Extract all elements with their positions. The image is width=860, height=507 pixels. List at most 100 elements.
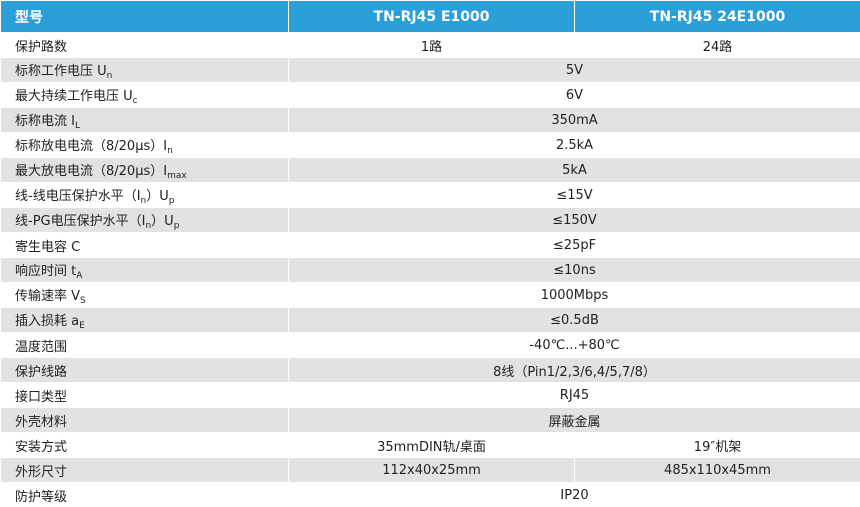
label-text: 响应时间 t [15, 263, 77, 279]
row-label: 线-PG电压保护水平（In）Up [0, 207, 289, 233]
row-label: 最大持续工作电压 Uc [0, 82, 289, 108]
table-row: 防护等级 IP20 [0, 482, 860, 507]
label-text: 安装方式 [15, 439, 68, 455]
label-text: 最大放电电流（8/20μs）I [15, 163, 168, 179]
table-row: 响应时间 tA ≤10ns [0, 257, 860, 283]
value-cell: 350mA [288, 107, 860, 133]
row-label: 安装方式 [0, 432, 289, 458]
table-row: 标称工作电压 Un 5V [0, 57, 860, 83]
row-label: 防护等级 [0, 482, 289, 507]
value-cell: ≤150V [288, 207, 860, 233]
header-cell: 型号 [0, 0, 289, 33]
value-cell: ≤25pF [288, 232, 860, 258]
label-text: 防护等级 [15, 489, 68, 505]
table-row: 保护线路 8线（Pin1/2,3/6,4/5,7/8） [0, 357, 860, 383]
row-label: 插入损耗 aE [0, 307, 289, 333]
value-cell: 6V [288, 82, 860, 108]
label-text: 保护线路 [15, 364, 68, 380]
label-subscript: p [168, 195, 175, 206]
label-subscript: S [80, 295, 86, 306]
label-subscript: c [132, 95, 138, 106]
header-cell: TN-RJ45 E1000 [288, 0, 575, 33]
row-label: 保护线路 [0, 357, 289, 383]
label-subscript: n [145, 220, 152, 231]
label-text: 外壳材料 [15, 414, 68, 430]
value-cell: 485x110x45mm [574, 457, 860, 483]
row-label: 标称电流 IL [0, 107, 289, 133]
label-text: 寄生电容 C [15, 239, 81, 255]
value-cell: ≤15V [288, 182, 860, 208]
row-label: 线-线电压保护水平（In）Up [0, 182, 289, 208]
label-text: 标称电流 I [15, 113, 75, 129]
table-row: 最大持续工作电压 Uc 6V [0, 82, 860, 108]
value-cell: 1000Mbps [288, 282, 860, 308]
table-row: 标称电流 IL 350mA [0, 107, 860, 133]
label-text: 标称工作电压 U [15, 63, 107, 79]
value-cell: 5V [288, 57, 860, 83]
table-row: 最大放电电流（8/20μs）Imax 5kA [0, 157, 860, 183]
table-row: 标称放电电流（8/20μs）In 2.5kA [0, 132, 860, 158]
label-subscript: E [79, 320, 85, 331]
table-row: 线-线电压保护水平（In）Up ≤15V [0, 182, 860, 208]
label-text: ）U [146, 188, 169, 204]
value-cell: 5kA [288, 157, 860, 183]
value-cell: IP20 [288, 482, 860, 507]
value-cell: 112x40x25mm [288, 457, 575, 483]
value-cell: ≤10ns [288, 257, 860, 283]
table-row: 接口类型 RJ45 [0, 382, 860, 408]
table-row: 安装方式 35mmDIN轨/桌面 19″机架 [0, 432, 860, 458]
label-text: 插入损耗 a [15, 313, 80, 329]
value-cell: 2.5kA [288, 132, 860, 158]
value-cell: 屏蔽金属 [288, 407, 860, 433]
label-text: 标称放电电流（8/20μs）I [15, 138, 168, 154]
label-subscript: L [74, 120, 80, 131]
value-cell: ≤0.5dB [288, 307, 860, 333]
header-cell: TN-RJ45 24E1000 [574, 0, 860, 33]
table-body: 保护路数 1路 24路 标称工作电压 Un 5V 最大持续工作电压 Uc 6V 标称电流 IL… [0, 32, 860, 507]
row-label: 外壳材料 [0, 407, 289, 433]
table-row: 传输速率 VS 1000Mbps [0, 282, 860, 308]
label-text: 外形尺寸 [15, 464, 68, 480]
table-row: 外形尺寸 112x40x25mm 485x110x45mm [0, 457, 860, 483]
row-label: 保护路数 [0, 32, 289, 58]
row-label: 标称工作电压 Un [0, 57, 289, 83]
table-row: 线-PG电压保护水平（In）Up ≤150V [0, 207, 860, 233]
value-cell: 35mmDIN轨/桌面 [288, 432, 575, 458]
label-text: 保护路数 [15, 39, 68, 55]
label-subscript: p [173, 220, 180, 231]
header-row: 型号 TN-RJ45 E1000 TN-RJ45 24E1000 [0, 0, 860, 33]
label-text: ）U [151, 213, 174, 229]
table-row: 外壳材料 屏蔽金属 [0, 407, 860, 433]
label-text: 线-线电压保护水平（I [15, 188, 141, 204]
row-label: 外形尺寸 [0, 457, 289, 483]
label-text: 传输速率 V [15, 288, 81, 304]
row-label: 温度范围 [0, 332, 289, 358]
value-cell: 1路 [288, 32, 575, 58]
row-label: 寄生电容 C [0, 232, 289, 258]
value-cell: -40℃...+80℃ [288, 332, 860, 358]
label-subscript: A [76, 270, 83, 281]
table-row: 温度范围 -40℃...+80℃ [0, 332, 860, 358]
table-row: 寄生电容 C ≤25pF [0, 232, 860, 258]
table-row: 保护路数 1路 24路 [0, 32, 860, 58]
label-subscript: n [167, 145, 173, 156]
label-subscript: max [167, 170, 187, 181]
value-cell: RJ45 [288, 382, 860, 408]
label-text: 温度范围 [15, 339, 68, 355]
label-text: 接口类型 [15, 389, 68, 405]
row-label: 接口类型 [0, 382, 289, 408]
row-label: 响应时间 tA [0, 257, 289, 283]
row-label: 标称放电电流（8/20μs）In [0, 132, 289, 158]
table-row: 插入损耗 aE ≤0.5dB [0, 307, 860, 333]
row-label: 传输速率 VS [0, 282, 289, 308]
value-cell: 24路 [574, 32, 860, 58]
label-text: 线-PG电压保护水平（I [15, 213, 146, 229]
value-cell: 19″机架 [574, 432, 860, 458]
label-subscript: n [106, 70, 113, 81]
label-subscript: n [140, 195, 147, 206]
label-text: 最大持续工作电压 U [15, 88, 133, 104]
value-cell: 8线（Pin1/2,3/6,4/5,7/8） [288, 357, 860, 383]
row-label: 最大放电电流（8/20μs）Imax [0, 157, 289, 183]
